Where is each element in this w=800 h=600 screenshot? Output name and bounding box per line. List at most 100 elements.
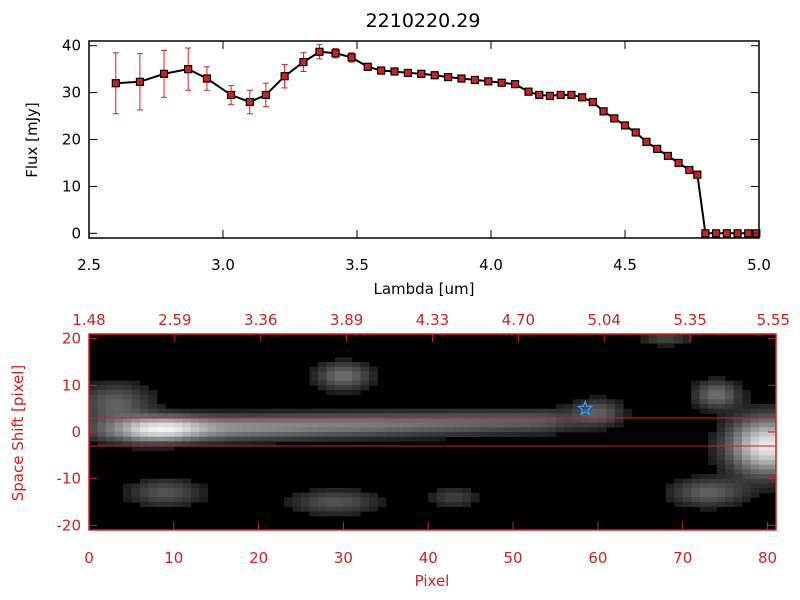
image-pixel [767, 474, 777, 480]
image-pixel [199, 488, 209, 494]
image-pixel [750, 446, 760, 452]
image-pixel [284, 502, 293, 508]
image-pixel [716, 380, 726, 386]
image-pixel [538, 422, 548, 428]
image-pixel [326, 427, 336, 433]
image-pixel [453, 422, 463, 428]
image-pixel [572, 413, 582, 419]
image-pixel [470, 432, 480, 438]
image-pixel [530, 422, 539, 428]
image-pixel [89, 385, 98, 391]
image-pixel [258, 441, 268, 447]
image-pixel [360, 362, 370, 368]
image-pixel [742, 418, 751, 424]
image-pixel [725, 450, 734, 456]
image-pixel [750, 450, 760, 456]
image-pixel [725, 488, 734, 494]
image-pixel [114, 408, 124, 414]
data-point [578, 93, 587, 102]
image-pixel [708, 394, 718, 400]
image-pixel [182, 497, 192, 503]
image-pixel [453, 408, 463, 414]
image-pixel [733, 450, 743, 456]
image-pixel [343, 422, 353, 428]
image-pixel [767, 413, 777, 419]
image-pixel [173, 418, 183, 424]
image-pixel [216, 441, 226, 447]
data-point [299, 58, 308, 67]
image-pixel [708, 506, 718, 512]
image-pixel [292, 497, 302, 503]
image-pixel [716, 483, 726, 489]
image-pixel [674, 334, 684, 340]
data-point [159, 69, 169, 78]
image-pixel [733, 422, 743, 428]
image-pixel [445, 413, 455, 419]
image-pixel [301, 422, 310, 428]
x-tick-label: 4.0 [479, 256, 503, 274]
image-pixel [742, 399, 751, 405]
image-pixel [419, 418, 429, 424]
image-pixel [343, 408, 353, 414]
image-pixel [767, 446, 777, 452]
y-tick-label: 10 [62, 177, 81, 195]
image-pixel [224, 408, 234, 414]
image-pixel [105, 441, 115, 447]
image-pixel [733, 394, 743, 400]
data-point [567, 90, 576, 100]
image-pixel [139, 399, 149, 405]
image-pixel [538, 418, 548, 424]
data-point [245, 97, 254, 107]
image-pixel [351, 418, 361, 424]
image-pixel [122, 492, 132, 498]
image-pixel [368, 492, 378, 498]
wavelength-tick-label: 2.59 [158, 311, 191, 329]
image-pixel [716, 422, 726, 428]
image-pixel [614, 404, 624, 410]
image-pixel [767, 427, 777, 433]
image-pixel [131, 432, 141, 438]
image-pixel [250, 422, 260, 428]
image-pixel [105, 404, 115, 410]
image-pixel [445, 418, 455, 424]
image-pixel [122, 483, 132, 489]
image-pixel [411, 432, 421, 438]
image-pixel [351, 376, 361, 382]
image-pixel [326, 390, 336, 396]
image-pixel [105, 427, 115, 433]
image-pixel [572, 418, 582, 424]
image-pixel [614, 408, 624, 414]
image-pixel [759, 450, 768, 456]
image-pixel [674, 483, 684, 489]
image-pixel [530, 427, 539, 433]
image-pixel [394, 427, 404, 433]
image-pixel [89, 408, 98, 414]
image-pixel [699, 390, 709, 396]
image-pixel [326, 385, 336, 391]
image-pixel [538, 427, 548, 433]
data-point [390, 67, 399, 76]
image-pixel [216, 418, 226, 424]
image-pixel [334, 408, 344, 414]
image-pixel [190, 492, 200, 498]
image-pixel [301, 497, 310, 503]
image-pixel [716, 413, 726, 419]
image-pixel [428, 422, 438, 428]
image-pixel [708, 376, 718, 382]
image-pixel [733, 502, 743, 508]
image-pixel [343, 432, 353, 438]
image-pixel [445, 432, 455, 438]
image-pixel [563, 418, 573, 424]
image-pixel [725, 478, 734, 484]
image-pixel [699, 478, 709, 484]
image-panel: 0 10 20 30 40 50 60 70 80 -20 -10 0 10 20 1.48 2.59 3.… [9, 311, 790, 590]
image-pixel [216, 408, 226, 414]
image-pixel [394, 413, 404, 419]
image-pixel [233, 418, 243, 424]
image-pixel [190, 488, 200, 494]
wavelength-tick-label: 5.35 [673, 311, 706, 329]
image-pixel [360, 436, 370, 442]
image-pixel [343, 492, 353, 498]
image-pixel [156, 497, 166, 503]
image-pixel [665, 492, 675, 498]
